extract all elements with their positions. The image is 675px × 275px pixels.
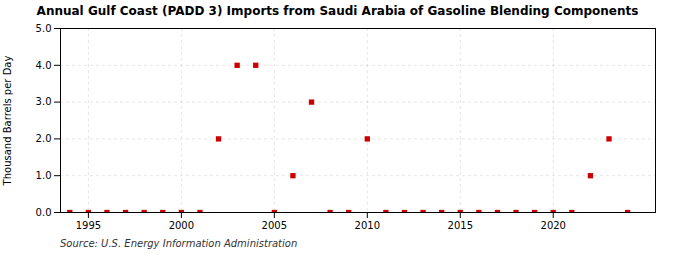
svg-text:2015: 2015 — [448, 220, 473, 231]
svg-text:2.0: 2.0 — [36, 133, 52, 144]
svg-text:4.0: 4.0 — [36, 60, 52, 71]
svg-text:2005: 2005 — [262, 220, 287, 231]
html-text:Annual Gulf Coast (PADD 3) Imp: Annual Gulf Coast (PADD 3) Imports from … — [36, 4, 639, 18]
svg-text:5.0: 5.0 — [36, 23, 52, 34]
svg-text:3.0: 3.0 — [36, 96, 52, 107]
svg-text:2010: 2010 — [355, 220, 380, 231]
svg-text:1.0: 1.0 — [36, 170, 52, 181]
svg-text:1995: 1995 — [76, 220, 101, 231]
svg-text:0.0: 0.0 — [36, 207, 52, 218]
svg-text:Thousand Barrels per Day: Thousand Barrels per Day — [2, 56, 13, 187]
html-text:Source: U.S. Energy Informatio: Source: U.S. Energy Information Administ… — [60, 238, 298, 249]
svg-text:2020: 2020 — [541, 220, 566, 231]
svg-text:2000: 2000 — [169, 220, 194, 231]
